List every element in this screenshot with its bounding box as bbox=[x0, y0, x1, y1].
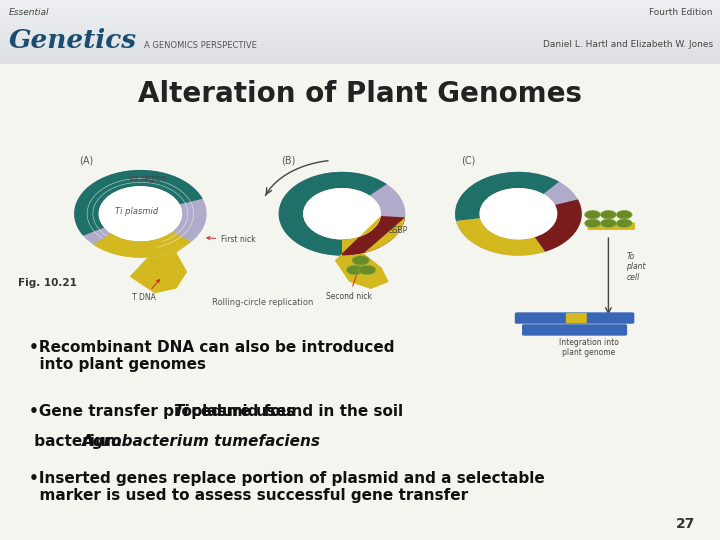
Text: To
plant
cell: To plant cell bbox=[626, 252, 646, 282]
Ellipse shape bbox=[346, 265, 364, 275]
Ellipse shape bbox=[585, 211, 600, 219]
Text: •Inserted genes replace portion of plasmid and a selectable
  marker is used to : •Inserted genes replace portion of plasm… bbox=[29, 471, 544, 503]
Text: Ti plasmid: Ti plasmid bbox=[115, 207, 158, 216]
Bar bbox=[0, 51, 720, 54]
FancyBboxPatch shape bbox=[515, 312, 634, 324]
Ellipse shape bbox=[600, 219, 616, 227]
Text: Essential: Essential bbox=[9, 8, 49, 17]
Bar bbox=[0, 3, 720, 6]
Text: SSBP: SSBP bbox=[389, 226, 408, 235]
Text: •Gene transfer procedure uses: •Gene transfer procedure uses bbox=[29, 404, 300, 419]
Text: Alteration of Plant Genomes: Alteration of Plant Genomes bbox=[138, 80, 582, 109]
Wedge shape bbox=[535, 199, 582, 252]
Wedge shape bbox=[279, 172, 387, 255]
Text: Agrobacterium tumefaciens: Agrobacterium tumefaciens bbox=[82, 434, 321, 449]
Bar bbox=[0, 42, 720, 45]
Text: vir region: vir region bbox=[129, 173, 166, 183]
Bar bbox=[0, 6, 720, 10]
FancyBboxPatch shape bbox=[522, 324, 627, 336]
Bar bbox=[0, 25, 720, 29]
Bar bbox=[0, 10, 720, 13]
Ellipse shape bbox=[616, 219, 632, 227]
Polygon shape bbox=[94, 233, 187, 293]
Bar bbox=[0, 35, 720, 38]
Bar bbox=[0, 45, 720, 48]
Ellipse shape bbox=[359, 265, 376, 275]
Text: Integration into
plant genome: Integration into plant genome bbox=[559, 338, 619, 357]
Circle shape bbox=[99, 186, 182, 241]
Bar bbox=[0, 54, 720, 57]
Wedge shape bbox=[456, 218, 545, 255]
Text: Genetics: Genetics bbox=[9, 28, 137, 53]
Text: Fig. 10.21: Fig. 10.21 bbox=[18, 278, 77, 288]
Circle shape bbox=[303, 188, 381, 239]
Wedge shape bbox=[342, 216, 405, 255]
Bar bbox=[0, 16, 720, 19]
Text: Fourth Edition: Fourth Edition bbox=[649, 8, 713, 17]
Text: (C): (C) bbox=[461, 156, 475, 166]
Text: 27: 27 bbox=[675, 517, 695, 531]
Text: •Recombinant DNA can also be introduced
  into plant genomes: •Recombinant DNA can also be introduced … bbox=[29, 340, 395, 373]
Wedge shape bbox=[455, 172, 559, 221]
Text: plasmid found in the soil: plasmid found in the soil bbox=[186, 404, 403, 419]
Ellipse shape bbox=[616, 211, 632, 219]
Text: Second nick: Second nick bbox=[326, 269, 372, 301]
Bar bbox=[0, 29, 720, 32]
FancyBboxPatch shape bbox=[588, 222, 635, 230]
Bar bbox=[0, 48, 720, 51]
Bar bbox=[0, 13, 720, 16]
Wedge shape bbox=[94, 232, 191, 258]
Bar bbox=[0, 60, 720, 64]
Text: A GENOMICS PERSPECTIVE: A GENOMICS PERSPECTIVE bbox=[144, 42, 257, 50]
Text: Rolling-circle replication: Rolling-circle replication bbox=[212, 298, 313, 307]
Bar bbox=[0, 57, 720, 60]
Circle shape bbox=[480, 188, 557, 239]
Text: (A): (A) bbox=[79, 156, 94, 166]
Bar bbox=[0, 0, 720, 3]
Ellipse shape bbox=[600, 211, 616, 219]
Ellipse shape bbox=[585, 219, 600, 227]
Polygon shape bbox=[335, 216, 405, 289]
FancyBboxPatch shape bbox=[566, 313, 587, 323]
Text: First nick: First nick bbox=[207, 235, 256, 244]
Bar bbox=[0, 22, 720, 25]
Ellipse shape bbox=[352, 255, 369, 265]
Bar bbox=[0, 19, 720, 22]
Text: bacterium: bacterium bbox=[29, 434, 127, 449]
Bar bbox=[0, 38, 720, 42]
Bar bbox=[0, 32, 720, 35]
Text: (B): (B) bbox=[281, 156, 295, 166]
Text: Daniel L. Hartl and Elizabeth W. Jones: Daniel L. Hartl and Elizabeth W. Jones bbox=[543, 39, 713, 49]
Wedge shape bbox=[74, 170, 202, 235]
Text: Ti: Ti bbox=[174, 404, 189, 419]
Text: T DNA: T DNA bbox=[132, 280, 160, 302]
